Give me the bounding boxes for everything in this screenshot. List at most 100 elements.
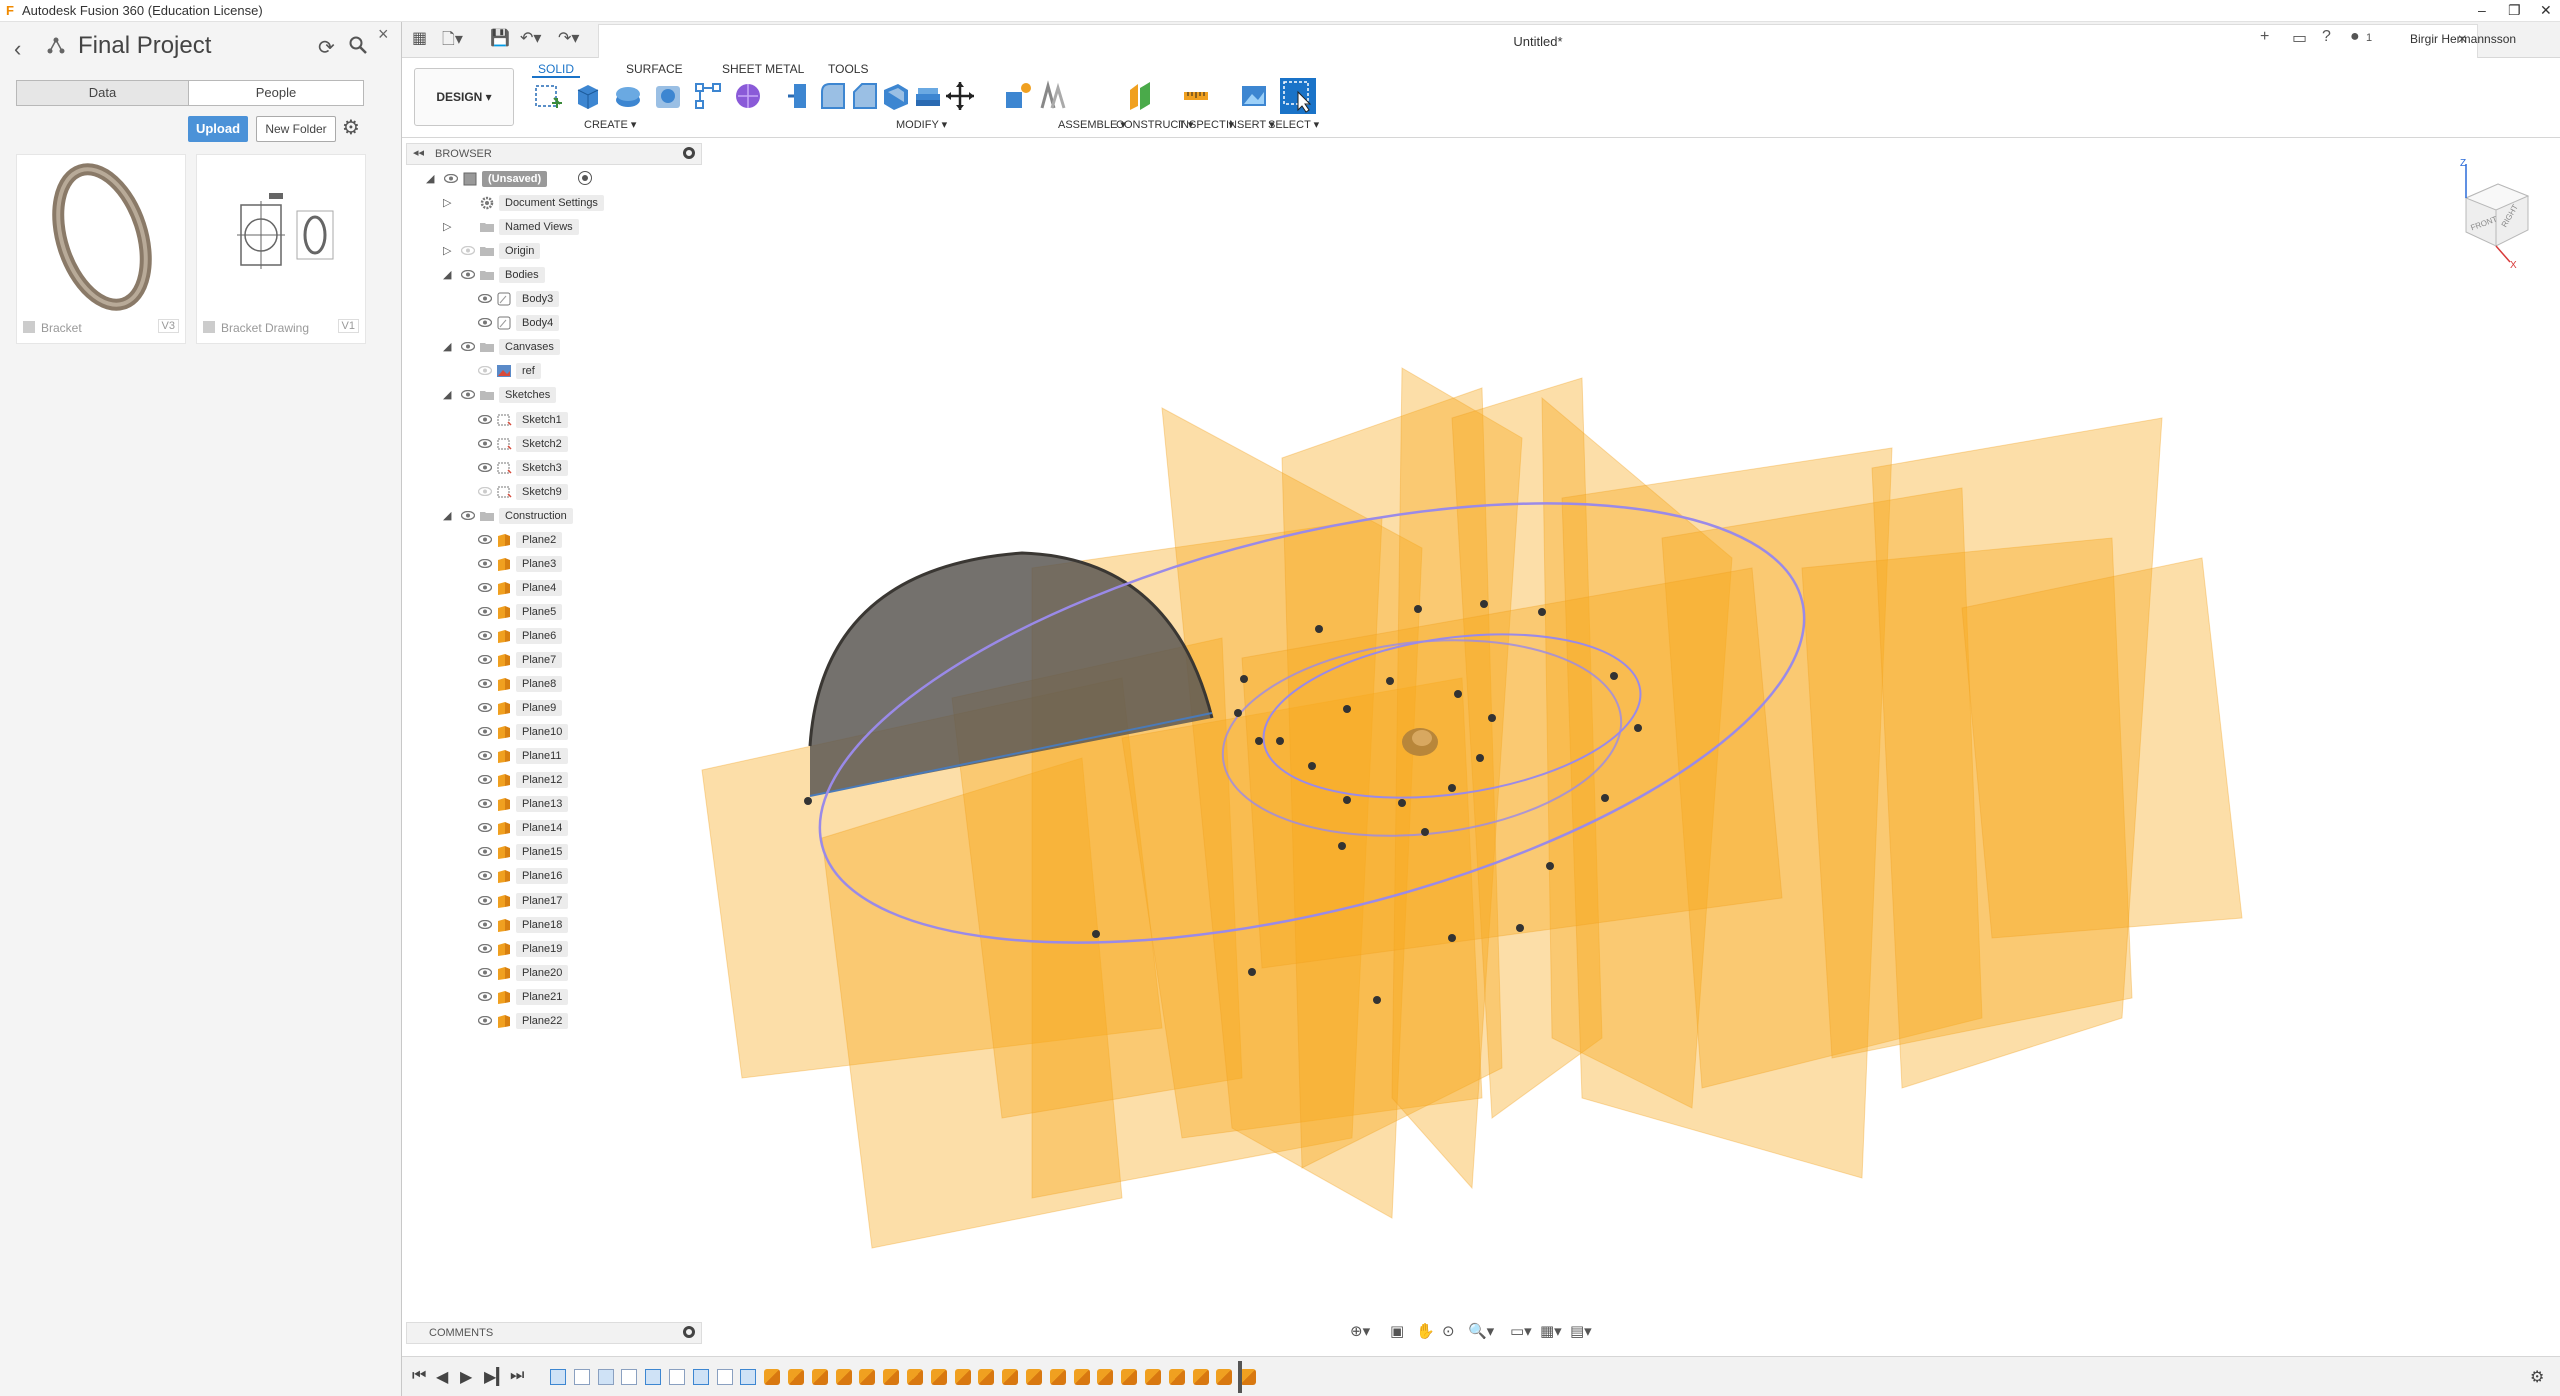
visibility-eye-icon[interactable] [478,438,492,448]
close-panel-icon[interactable]: × [378,24,389,44]
expand-toggle-icon[interactable]: ▷ [443,221,452,234]
construction-plane[interactable] [1241,567,1783,969]
close-document-icon[interactable]: × [2457,31,2467,48]
sketch-point[interactable] [1601,794,1609,802]
expand-toggle-icon[interactable]: ◢ [443,509,452,522]
collapse-browser-icon[interactable]: ◂◂ [413,147,425,159]
sketch-point[interactable] [804,797,812,805]
offset-plane-icon[interactable] [1124,80,1156,112]
visibility-eye-icon[interactable] [478,679,492,689]
construction-plane[interactable] [1541,396,1733,1109]
fit-icon[interactable]: 🔍▾ [1468,1323,1495,1340]
sketch-point[interactable] [1276,737,1284,745]
look-at-icon[interactable]: ▣ [1390,1323,1405,1340]
timeline-sketch-feature[interactable] [550,1369,566,1385]
sketch-point[interactable] [1480,600,1488,608]
job-status-icon[interactable]: ▭ [2292,30,2308,47]
sketch-point[interactable] [1398,799,1406,807]
step-back-icon[interactable]: ◀ [436,1369,449,1386]
file-menu-icon[interactable]: 🗋▾ [442,31,463,48]
undo-icon[interactable]: ↶▾ [520,30,542,47]
timeline-plane-feature[interactable] [978,1369,995,1385]
sketch-point[interactable] [1255,737,1263,745]
timeline-plane-feature[interactable] [835,1369,852,1385]
grid-settings-icon[interactable]: ▦▾ [1540,1323,1562,1340]
timeline-sketch-feature[interactable] [692,1369,709,1385]
hub-icon[interactable] [46,36,66,56]
move-icon[interactable] [944,80,976,112]
tab-data[interactable]: Data [17,81,189,105]
construction-plane[interactable] [1871,417,2163,1089]
timeline-plane-feature[interactable] [1145,1369,1161,1385]
construction-plane[interactable] [1121,677,1483,1139]
timeline-plane-feature[interactable] [930,1369,947,1385]
go-to-end-icon[interactable]: ⏭ [510,1367,525,1384]
visibility-eye-icon[interactable] [478,630,492,640]
visibility-eye-icon[interactable] [461,270,475,280]
new-folder-button[interactable]: New Folder [256,116,336,142]
construction-plane[interactable] [1161,407,1423,1219]
construct-menu[interactable]: CONSTRUCT ▾ [1116,119,1194,131]
sketch-point[interactable] [1448,784,1456,792]
expand-toggle-icon[interactable]: ◢ [426,173,435,185]
create-menu[interactable]: CREATE ▾ [584,119,637,131]
fillet-icon[interactable] [816,80,848,112]
back-icon[interactable]: ‹ [14,36,22,61]
assemble-menu[interactable]: ASSEMBLE ▾ [1058,119,1126,131]
go-to-start-icon[interactable]: ⏮ [412,1367,427,1384]
sketch-point[interactable] [1448,934,1456,942]
visibility-eye-icon[interactable] [478,727,492,737]
visibility-eye-icon[interactable] [478,366,492,376]
visibility-eye-icon[interactable] [478,895,492,905]
timeline-sketch-feature[interactable] [669,1369,685,1385]
create-sketch-icon[interactable] [532,80,564,112]
visibility-eye-icon[interactable] [478,655,492,664]
orbit-icon[interactable]: ⊕▾ [1350,1323,1371,1340]
visibility-eye-icon[interactable] [478,751,492,761]
expand-toggle-icon[interactable]: ▷ [443,245,452,258]
activate-radio-icon[interactable] [578,171,592,185]
play-icon[interactable]: ▶ [460,1369,473,1386]
visibility-eye-icon[interactable] [478,799,492,809]
construction-plane[interactable] [1281,387,1503,1169]
timeline-plane-feature[interactable] [954,1369,971,1385]
press-pull-icon[interactable] [784,80,816,112]
timeline-plane-feature[interactable] [1049,1369,1066,1385]
timeline-plane-feature[interactable] [883,1369,900,1385]
expand-toggle-icon[interactable]: ◢ [443,341,452,354]
sketch-point[interactable] [1610,672,1618,680]
tab-tools[interactable]: TOOLS [828,62,869,76]
tab-people[interactable]: People [255,85,297,100]
close-window-button[interactable]: ✕ [2540,2,2552,18]
step-forward-icon[interactable]: ▶▎ [484,1369,509,1386]
restore-button[interactable]: ❐ [2508,2,2521,18]
revolve-icon[interactable] [612,80,644,112]
sketch-point[interactable] [1343,796,1351,804]
timeline-marker[interactable] [1238,1361,1242,1393]
tab-solid[interactable]: SOLID [532,60,581,78]
visibility-eye-icon[interactable] [478,558,492,568]
timeline-plane-feature[interactable] [1073,1369,1090,1385]
expand-toggle-icon[interactable]: ◢ [443,389,452,402]
pin-icon[interactable] [683,147,695,159]
pattern-icon[interactable] [692,80,724,112]
timeline-plane-feature[interactable] [859,1369,876,1385]
timeline-plane-feature[interactable] [1216,1369,1233,1385]
data-item-card[interactable]: Bracket Drawing V1 [196,154,366,344]
pan-icon[interactable]: ✋ [1416,1323,1435,1340]
sketch-point[interactable] [1373,996,1381,1004]
construction-plane[interactable] [1391,367,1523,1190]
refresh-icon[interactable]: ⟳ [318,37,335,59]
joint-icon[interactable] [1036,80,1068,112]
expand-toggle-icon[interactable]: ▷ [443,197,452,210]
version-badge[interactable]: V1 [337,319,359,333]
save-icon[interactable]: 💾 [490,30,510,47]
viewports-icon[interactable]: ▤▾ [1570,1323,1592,1340]
visibility-eye-icon[interactable] [478,967,492,977]
visibility-eye-icon[interactable] [478,606,492,616]
new-tab-icon[interactable]: + [2260,28,2270,45]
viewcube[interactable]: FRONT RIGHT Z X [2448,158,2538,268]
extrude-icon[interactable] [572,80,604,112]
timeline-plane-feature[interactable] [788,1369,804,1385]
chamfer-icon[interactable] [848,80,880,112]
